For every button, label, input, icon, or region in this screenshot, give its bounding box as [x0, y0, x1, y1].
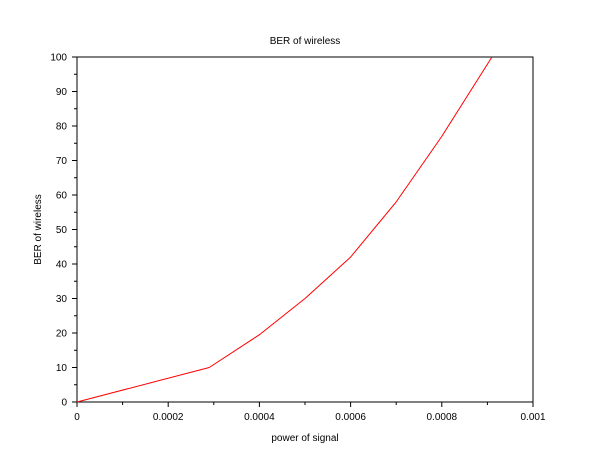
- x-tick-label: 0: [74, 412, 80, 423]
- x-tick-label: 0.0008: [427, 412, 458, 423]
- y-tick-label: 80: [56, 122, 68, 133]
- x-tick-label: 0.001: [520, 412, 545, 423]
- x-axis-title: power of signal: [271, 433, 338, 444]
- x-axis-ticks: 0 0.0002 0.0004 0.0006 0.0008 0.001: [74, 402, 546, 423]
- y-tick-label: 100: [50, 53, 67, 64]
- y-tick-label: 70: [56, 156, 68, 167]
- y-tick-label: 10: [56, 363, 68, 374]
- y-tick-label: 60: [56, 191, 68, 202]
- y-tick-label: 40: [56, 260, 68, 271]
- y-axis-title: BER of wireless: [33, 194, 44, 265]
- y-axis-ticks: 0 10 20 30 40 50 60 70 80 90 100: [50, 53, 77, 409]
- y-tick-label: 50: [56, 225, 68, 236]
- plot-frame: [76, 56, 534, 403]
- x-tick-label: 0.0004: [244, 412, 275, 423]
- y-tick-label: 20: [56, 329, 68, 340]
- axes: [76, 56, 534, 403]
- chart-title: BER of wireless: [270, 36, 341, 47]
- series-line-0: [76, 56, 493, 403]
- y-tick-label: 30: [56, 294, 68, 305]
- x-tick-label: 0.0006: [335, 412, 366, 423]
- y-tick-label: 90: [56, 87, 68, 98]
- series-group: [76, 56, 493, 403]
- y-tick-label: 0: [61, 398, 67, 409]
- x-tick-label: 0.0002: [153, 412, 184, 423]
